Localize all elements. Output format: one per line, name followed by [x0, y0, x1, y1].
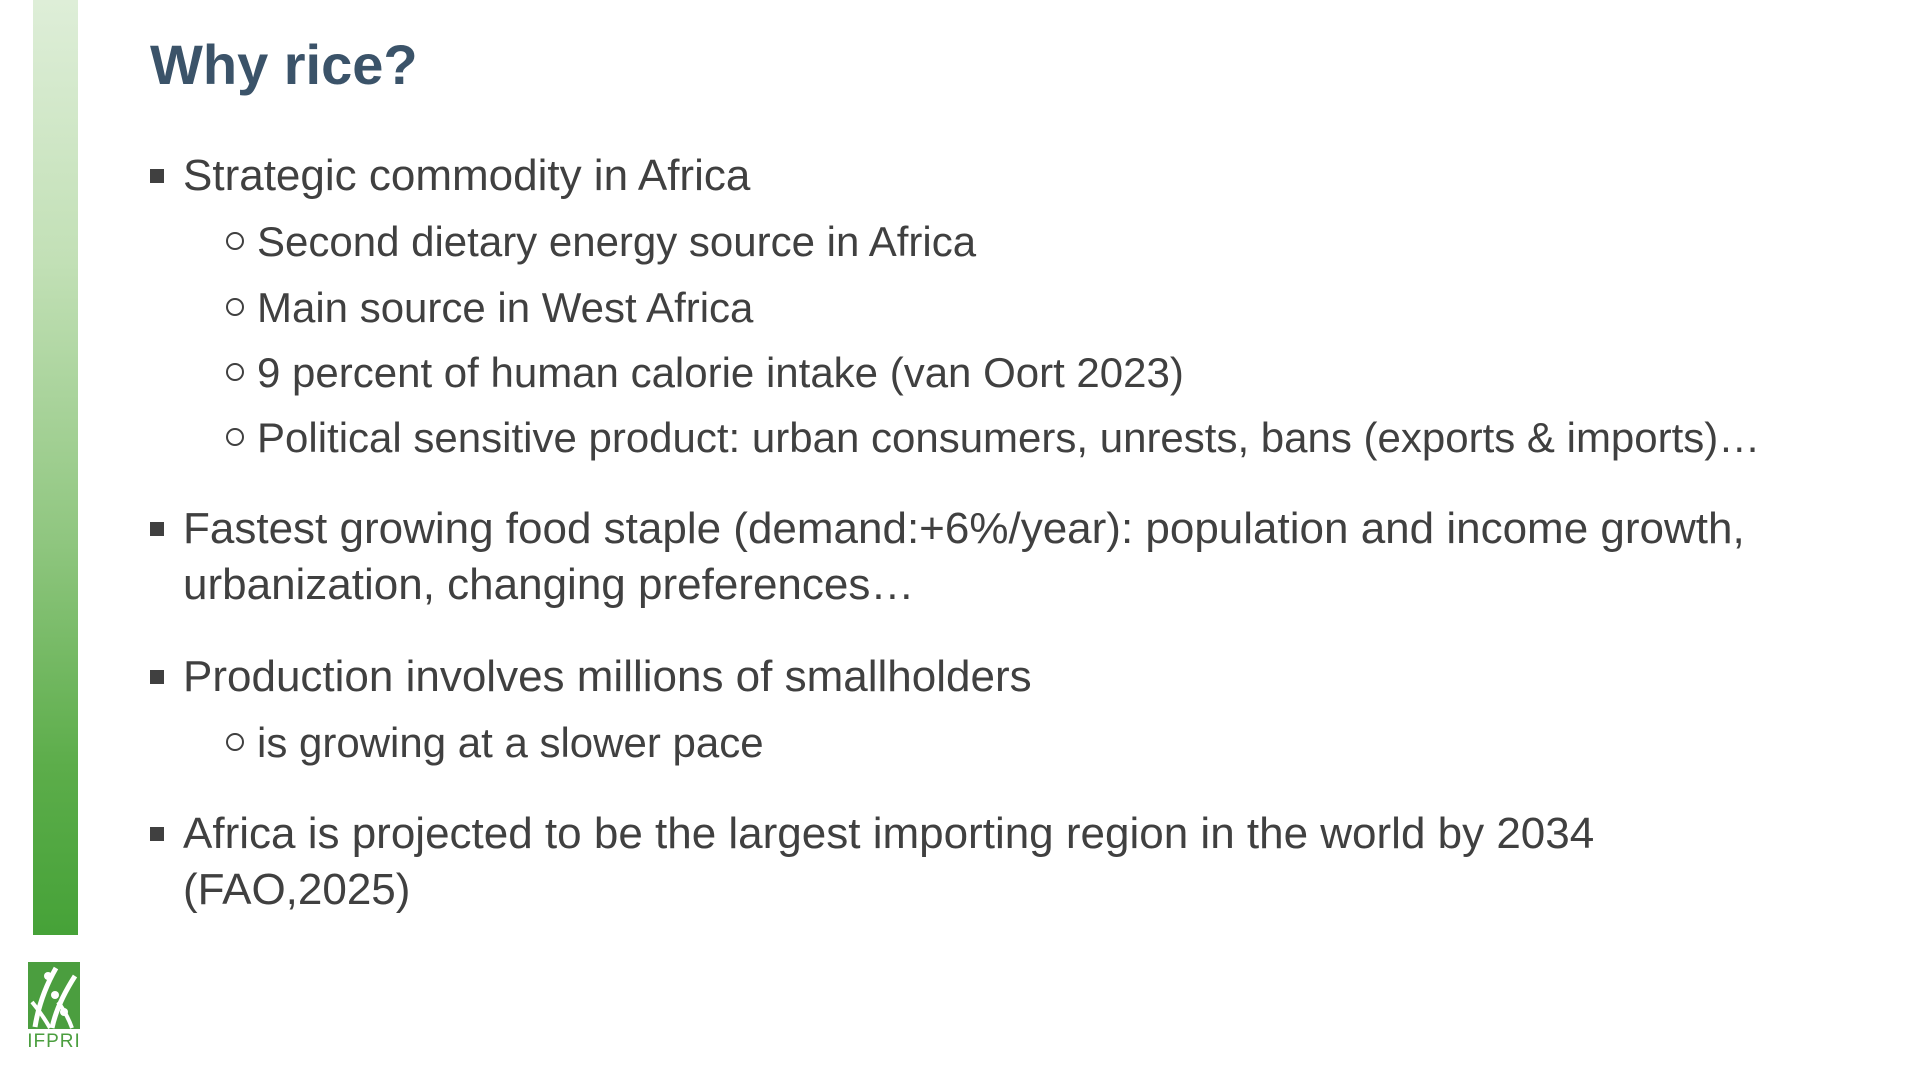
circle-bullet-icon: [226, 733, 244, 752]
list-item: Fastest growing food staple (demand:+6%/…: [150, 501, 1762, 613]
bullet-text: Production involves millions of smallhol…: [183, 651, 1032, 701]
bullet-list: Strategic commodity in Africa Second die…: [150, 148, 1762, 918]
bullet-text: Political sensitive product: urban consu…: [257, 414, 1761, 462]
square-bullet-icon: [150, 168, 164, 183]
square-bullet-icon: [150, 521, 164, 536]
list-item: is growing at a slower pace: [226, 716, 1762, 769]
circle-bullet-icon: [226, 428, 244, 447]
page-title: Why rice?: [150, 33, 418, 96]
bullet-text: 9 percent of human calorie intake (van O…: [257, 349, 1184, 397]
bullet-text: Strategic commodity in Africa: [183, 150, 751, 200]
slide-content: Why rice? Strategic commodity in Africa …: [150, 34, 1762, 917]
bullet-text: Africa is projected to be the largest im…: [183, 808, 1595, 914]
slide-accent-bar: [33, 0, 78, 935]
ifpri-logo-label: IFPRI: [27, 1031, 81, 1052]
list-item: Second dietary energy source in Africa: [226, 215, 1762, 268]
square-bullet-icon: [150, 669, 164, 684]
ifpri-logo-icon: [28, 962, 80, 1029]
ifpri-logo: IFPRI: [26, 962, 82, 1053]
bullet-text: Second dietary energy source in Africa: [257, 218, 977, 266]
list-item: Main source in West Africa: [226, 281, 1762, 334]
list-item: Production involves millions of smallhol…: [150, 649, 1762, 705]
bullet-text: Main source in West Africa: [257, 283, 754, 331]
circle-bullet-icon: [226, 297, 244, 316]
bullet-text: Fastest growing food staple (demand:+6%/…: [183, 503, 1745, 609]
list-item: Political sensitive product: urban consu…: [226, 411, 1762, 464]
bullet-text: is growing at a slower pace: [257, 719, 764, 767]
list-item: Strategic commodity in Africa: [150, 148, 1762, 204]
square-bullet-icon: [150, 826, 164, 841]
list-item: 9 percent of human calorie intake (van O…: [226, 346, 1762, 399]
circle-bullet-icon: [226, 363, 244, 382]
circle-bullet-icon: [226, 232, 244, 251]
list-item: Africa is projected to be the largest im…: [150, 806, 1762, 918]
